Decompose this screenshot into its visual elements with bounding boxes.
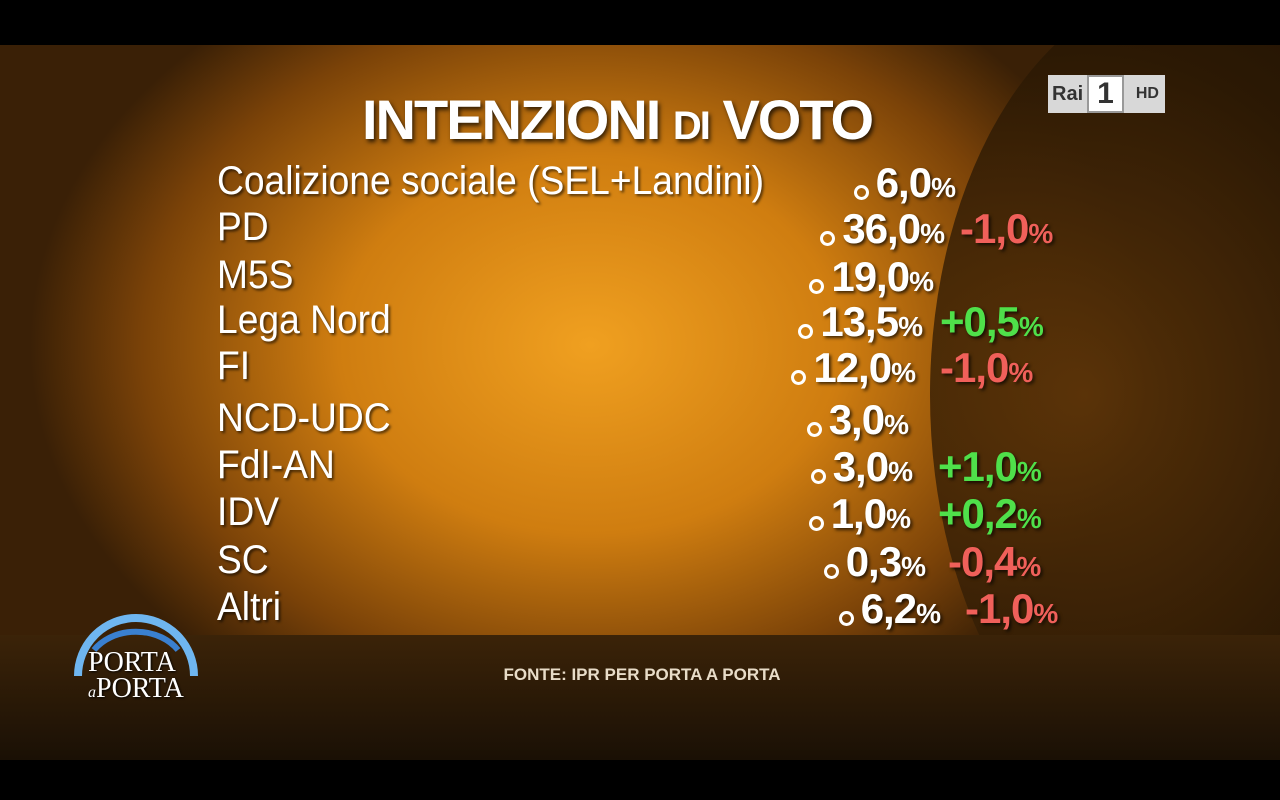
show-logo-text: PORTA aPORTA	[88, 647, 184, 706]
bullet	[839, 611, 854, 626]
channel-logo: Rai 1 HD	[1048, 75, 1165, 113]
show-word: PORTA	[88, 647, 176, 678]
party-name: FI	[217, 344, 251, 388]
vote-change: -1,0%	[960, 205, 1053, 252]
title: INTENZIONI DI VOTO	[362, 87, 874, 152]
vote-change: +1,0%	[938, 443, 1042, 490]
show-word: PORTA	[96, 673, 184, 704]
show-logo: PORTA aPORTA	[70, 610, 200, 720]
vote-change: -1,0%	[965, 585, 1058, 632]
vote-change: -1,0%	[940, 344, 1033, 391]
vote-share: 19,0%	[831, 253, 934, 300]
vote-change: +0,5%	[940, 298, 1044, 345]
bullet	[854, 185, 869, 200]
bullet	[811, 469, 826, 484]
vote-share: 1,0%	[830, 490, 911, 537]
broadcast-screen: INTENZIONI DI VOTO Rai 1 HD PORTA aPORTA…	[0, 45, 1280, 760]
bullet	[807, 422, 822, 437]
vote-share: 12,0%	[813, 344, 916, 391]
bullet	[824, 564, 839, 579]
party-name: PD	[217, 205, 269, 249]
vote-change: -0,4%	[948, 538, 1041, 585]
party-name: NCD-UDC	[217, 396, 391, 440]
bottom-band	[0, 635, 1280, 760]
vote-share: 36,0%	[842, 205, 945, 252]
show-logo-arc	[74, 614, 198, 677]
channel-name: Rai	[1052, 82, 1084, 105]
vote-share: 6,2%	[860, 585, 941, 632]
party-name: Altri	[217, 585, 282, 629]
party-name: IDV	[217, 490, 280, 534]
party-name: M5S	[217, 253, 294, 297]
channel-number: 1	[1087, 75, 1124, 113]
bullet	[820, 231, 835, 246]
bullet	[809, 279, 824, 294]
vote-change: +0,2%	[938, 490, 1042, 537]
bullet	[798, 324, 813, 339]
title-word: VOTO	[722, 88, 874, 151]
channel-quality: HD	[1129, 85, 1165, 103]
vote-share: 6,0%	[875, 159, 956, 206]
bullet	[791, 370, 806, 385]
party-name: Lega Nord	[217, 298, 391, 342]
party-name: SC	[217, 538, 269, 582]
party-name: Coalizione sociale (SEL+Landini)	[217, 159, 764, 203]
source: FONTE: IPR PER PORTA A PORTA	[503, 665, 781, 684]
vote-share: 3,0%	[828, 396, 909, 443]
title-word: DI	[672, 104, 711, 148]
show-word: a	[88, 684, 96, 701]
vote-share: 3,0%	[832, 443, 913, 490]
vote-share: 0,3%	[845, 538, 926, 585]
title-word: INTENZIONI	[362, 88, 661, 151]
party-name: FdI-AN	[217, 443, 335, 487]
bullet	[809, 516, 824, 531]
vote-share: 13,5%	[820, 298, 923, 345]
